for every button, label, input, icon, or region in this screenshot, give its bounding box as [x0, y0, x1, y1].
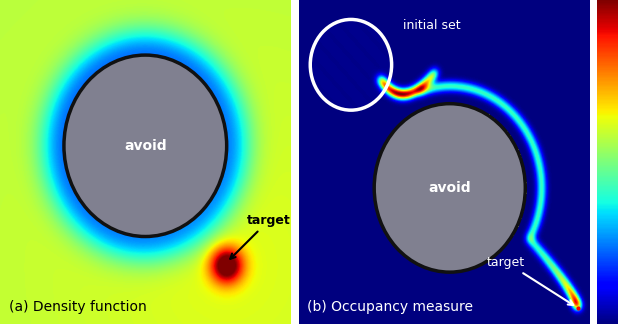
- Circle shape: [374, 104, 525, 272]
- Text: avoid: avoid: [124, 139, 166, 153]
- Text: initial set: initial set: [403, 19, 461, 32]
- Text: (b) Occupancy measure: (b) Occupancy measure: [307, 300, 474, 314]
- Text: (a) Density function: (a) Density function: [9, 300, 147, 314]
- Text: target: target: [487, 256, 573, 305]
- Text: target: target: [230, 214, 291, 259]
- Circle shape: [64, 55, 227, 237]
- Text: avoid: avoid: [428, 181, 471, 195]
